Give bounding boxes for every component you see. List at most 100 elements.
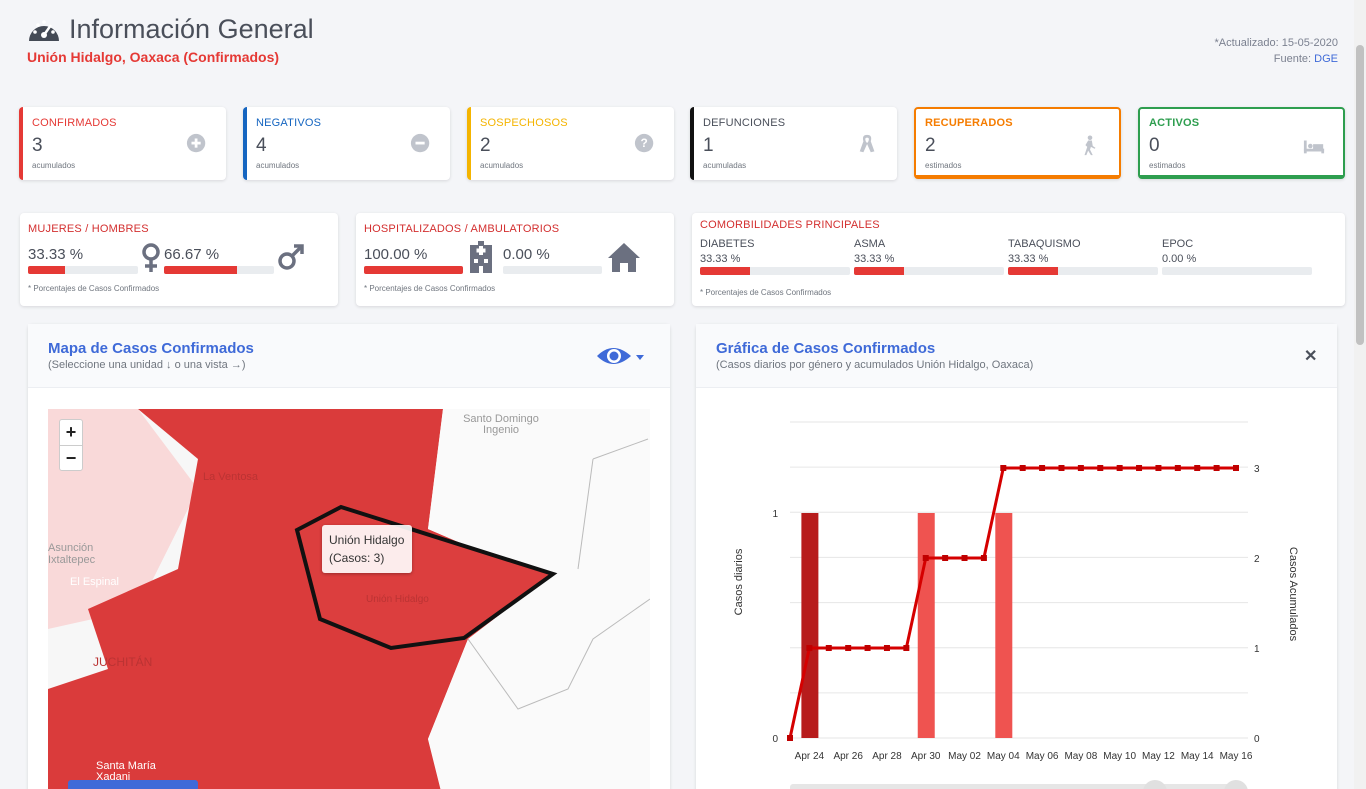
comorbidity-name: DIABETES (700, 238, 755, 250)
y-tick-label: 0 (772, 734, 778, 745)
chart-panel-title: Gráfica de Casos Confirmados (716, 340, 936, 357)
x-tick-label: Apr 30 (911, 751, 941, 762)
x-tick-label: May 14 (1181, 751, 1214, 762)
scrollbar-thumb[interactable] (1356, 45, 1364, 345)
page-header: Información General Unión Hidalgo, Oaxac… (27, 14, 314, 65)
plus-circle-icon (186, 133, 206, 153)
comorbidity-bar (1008, 267, 1158, 275)
stat-label: SOSPECHOSOS (480, 117, 568, 129)
ribbon-icon (859, 134, 875, 153)
cumulative-point (980, 555, 987, 561)
svg-text:?: ? (640, 136, 647, 150)
cumulative-point (864, 645, 871, 651)
x-tick-label: May 10 (1103, 751, 1136, 762)
comorbidity-tabaquismo: TABAQUISMO 33.33 % (1008, 238, 1158, 275)
women-pct: 33.33 % (28, 246, 84, 263)
cumulative-point (1019, 465, 1026, 471)
cumulative-point (1039, 465, 1046, 471)
map-canvas[interactable] (48, 409, 650, 789)
ambulatory-pct: 0.00 % (503, 246, 550, 263)
x-tick-label: Apr 26 (833, 751, 863, 762)
range-slider-handle (1224, 780, 1248, 789)
y2-tick-label: 1 (1254, 644, 1260, 655)
stat-value: 0 (1149, 135, 1160, 156)
stat-value: 2 (925, 135, 936, 156)
comorbidity-name: ASMA (854, 238, 886, 250)
comorbidity-asma: ASMA 33.33 % (854, 238, 1004, 275)
y2-tick-label: 0 (1254, 734, 1260, 745)
y2-tick-label: 3 (1254, 464, 1260, 475)
map-label-juchitan: JUCHITÁN (93, 655, 153, 669)
close-icon[interactable]: ✕ (1304, 348, 1318, 365)
cumulative-point (825, 645, 832, 651)
x-tick-label: Apr 28 (872, 751, 902, 762)
chart-panel-header: Gráfica de Casos Confirmados (Casos diar… (696, 324, 1337, 388)
cases-chart: 0 1 0 1 2 3 Apr 24 Apr 26 Apr 28 Apr 30 May 02 May … (733, 421, 1299, 789)
y-tick-label: 1 (772, 509, 778, 520)
cumulative-point (1174, 465, 1181, 471)
bar-apr-24 (801, 513, 819, 738)
men-pct: 66.67 % (164, 246, 220, 263)
minus-circle-icon (410, 133, 430, 153)
cumulative-point (922, 555, 929, 561)
female-icon (142, 243, 160, 272)
range-slider-track (790, 784, 1236, 789)
map-panel-header: Mapa de Casos Confirmados (Seleccione un… (28, 324, 670, 388)
stat-value: 4 (256, 135, 267, 156)
cumulative-point (1000, 465, 1007, 471)
hospitalized-pct: 100.00 % (364, 246, 428, 263)
stat-label: RECUPERADOS (925, 117, 1013, 129)
zoom-in-button[interactable]: + (65, 422, 77, 442)
source-label: Fuente: (1273, 53, 1312, 65)
bed-icon (1303, 140, 1325, 154)
hospital-note: * Porcentajes de Casos Confirmados (364, 284, 496, 293)
stat-label: ACTIVOS (1149, 117, 1200, 129)
stat-card-activos: ACTIVOS 0 estimados (1138, 107, 1345, 179)
region-east (428, 409, 650, 789)
cumulative-line (788, 466, 1236, 739)
comorbidity-name: TABAQUISMO (1008, 238, 1081, 250)
chart-panel-subtitle: (Casos diarios por género y acumulados U… (716, 359, 1034, 371)
hospital-label: HOSPITALIZADOS / AMBULATORIOS (364, 223, 560, 235)
stat-label: NEGATIVOS (256, 117, 322, 129)
comorbidity-label: COMORBILIDADES PRINCIPALES (700, 219, 880, 231)
cumulative-point (1233, 465, 1239, 471)
comorbidity-name: EPOC (1162, 238, 1194, 250)
map-area[interactable]: Santo Domingo Ingenio La Ventosa Asunció… (48, 409, 650, 789)
map-legend-button[interactable] (68, 780, 198, 789)
stat-value: 2 (480, 135, 491, 156)
stat-card-recuperados: RECUPERADOS 2 estimados (914, 107, 1121, 179)
page-scrollbar[interactable] (1354, 0, 1366, 789)
women-bar (28, 266, 138, 274)
stat-value: 3 (32, 135, 43, 156)
update-info: *Actualizado: 15-05-2020 Fuente: DGE (1214, 35, 1338, 67)
y-axis-label: Casos diarios (733, 548, 745, 615)
source-link[interactable]: DGE (1314, 53, 1338, 65)
home-icon (608, 243, 640, 272)
tooltip-cases: (Casos: 3) (329, 551, 385, 565)
stat-card-negativos: NEGATIVOS 4 acumulados (243, 107, 450, 180)
view-selector-eye-icon[interactable] (595, 342, 649, 370)
x-tick-label: May 12 (1142, 751, 1175, 762)
stat-caption: acumulados (256, 161, 300, 170)
stat-label: CONFIRMADOS (32, 117, 117, 129)
comorbidity-note: * Porcentajes de Casos Confirmados (700, 288, 832, 297)
comorbidity-diabetes: DIABETES 33.33 % (700, 238, 850, 275)
map-panel: Mapa de Casos Confirmados (Seleccione un… (28, 324, 670, 789)
stat-caption: acumulados (480, 161, 524, 170)
map-label-xadani: Santa María Xadani (96, 760, 156, 783)
stat-caption: estimados (925, 161, 962, 170)
x-tick-label: May 02 (948, 751, 981, 762)
cumulative-point (942, 555, 949, 561)
stat-value: 1 (703, 135, 714, 156)
comorbidity-bar (854, 267, 1004, 275)
x-tick-label: May 08 (1064, 751, 1097, 762)
range-slider-handle (1143, 780, 1167, 789)
bar-may-04 (995, 513, 1013, 738)
hospital-card: HOSPITALIZADOS / AMBULATORIOS 100.00 % 0… (356, 213, 674, 306)
region-ixtaltepec (48, 409, 198, 629)
map-tooltip: Unión Hidalgo (Casos: 3) (322, 525, 412, 573)
cumulative-point (883, 645, 890, 651)
region-juchitan (48, 409, 553, 789)
zoom-out-button[interactable]: − (60, 445, 82, 470)
